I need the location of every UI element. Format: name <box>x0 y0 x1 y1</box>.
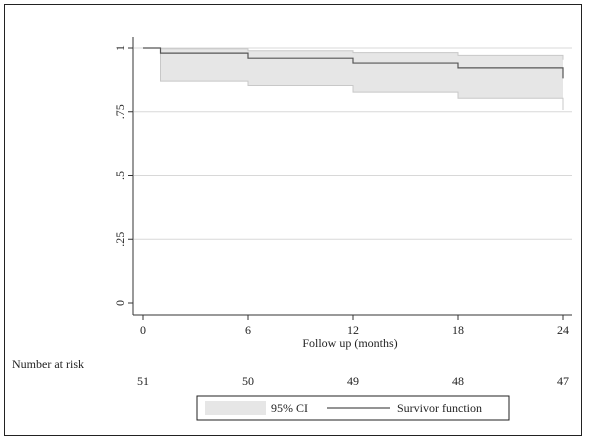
y-tick-label-4: 1 <box>113 45 127 51</box>
x-tick-label-1: 6 <box>245 323 251 337</box>
legend-ci-label: 95% CI <box>271 401 308 415</box>
y-tick-label-1: .25 <box>113 232 127 247</box>
ci-band-layer <box>143 47 564 110</box>
x-tick-label-2: 12 <box>347 323 359 337</box>
y-tick-label-2: .5 <box>113 171 127 180</box>
legend-line-label: Survivor function <box>397 401 482 415</box>
y-tick-label-3: .75 <box>113 104 127 119</box>
x-tick-label-0: 0 <box>140 323 146 337</box>
figure-frame <box>4 4 582 436</box>
risk-table-label: Number at risk <box>12 357 84 371</box>
y-tick-labels: 0 .25 .5 .75 1 <box>113 45 133 306</box>
risk-value-2: 49 <box>347 374 359 388</box>
x-axis-label: Follow up (months) <box>302 336 397 350</box>
risk-table-values: 51 50 49 48 47 <box>137 374 569 388</box>
x-tick-labels: 0 6 12 18 24 <box>140 315 569 337</box>
ci-band-area <box>143 48 563 110</box>
survivor-line-layer <box>143 47 564 79</box>
risk-value-3: 48 <box>452 374 464 388</box>
x-tick-label-4: 24 <box>557 323 569 337</box>
legend: 95% CI Survivor function <box>196 395 510 421</box>
y-tick-label-0: 0 <box>113 300 127 306</box>
risk-value-4: 47 <box>557 374 569 388</box>
ci-lower-bound <box>143 47 564 110</box>
survivor-function-line <box>143 47 564 79</box>
legend-ci-swatch <box>205 401 266 415</box>
x-tick-label-3: 18 <box>452 323 464 337</box>
gridlines <box>134 47 572 240</box>
risk-value-0: 51 <box>137 374 149 388</box>
risk-value-1: 50 <box>242 374 254 388</box>
